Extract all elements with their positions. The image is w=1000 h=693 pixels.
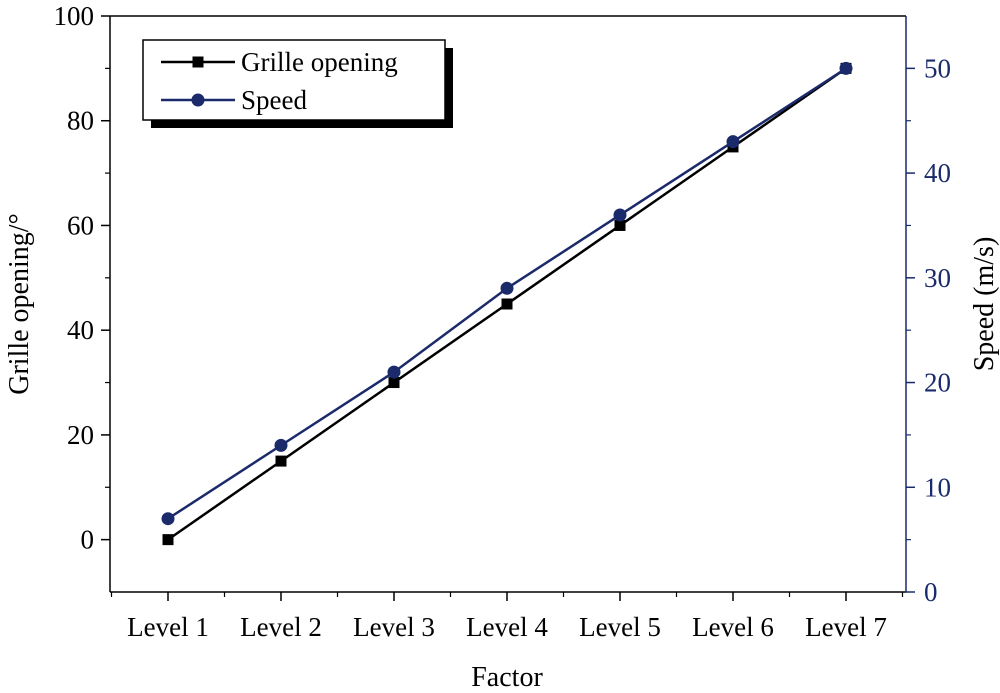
axes-layer: 0 20 40 60 80 100 0 10 20 30 40 50 Level 1 Level 2 Lev… — [54, 1, 952, 642]
legend-speed-label: Speed — [241, 85, 307, 115]
speed-point — [726, 135, 740, 149]
legend-grille-opening-label: Grille opening — [241, 47, 398, 77]
x-axis-tick-label: Level 3 — [353, 612, 435, 642]
y2-axis-tick-label: 30 — [924, 263, 951, 293]
speed-point — [613, 208, 627, 222]
grille-opening-point — [501, 298, 513, 310]
legend-grille-opening-marker — [192, 56, 204, 68]
y2-axis-title: Speed (m/s) — [969, 237, 1000, 372]
y2-axis-tick-label: 40 — [924, 158, 951, 188]
speed-point — [274, 438, 288, 452]
series-layer — [161, 61, 853, 546]
x-axis-tick-label: Level 6 — [692, 612, 774, 642]
y2-axis-tick-label: 50 — [924, 53, 951, 83]
grille-opening-point — [388, 377, 400, 389]
y2-axis-tick-label: 10 — [924, 472, 951, 502]
speed-point — [161, 512, 175, 526]
y-axis-tick-label: 20 — [67, 420, 94, 450]
grille-opening-point — [614, 219, 626, 231]
speed-point — [839, 61, 853, 75]
y-axis-tick-label: 80 — [67, 106, 94, 136]
x-axis-title: Factor — [471, 662, 543, 693]
y-axis-tick-label: 40 — [67, 315, 94, 345]
x-axis-tick-label: Level 5 — [579, 612, 661, 642]
y-axis-tick-label: 100 — [54, 1, 95, 31]
y-axis-title: Grille opening/° — [4, 213, 35, 395]
speed-point — [387, 365, 401, 379]
y-axis-tick-label: 0 — [81, 525, 95, 555]
grille-opening-point — [162, 534, 174, 546]
x-axis-tick-label: Level 2 — [240, 612, 322, 642]
y2-axis-tick-label: 0 — [924, 577, 938, 607]
legend-speed-marker — [191, 93, 205, 107]
grille-opening-point — [275, 455, 287, 467]
y2-axis-tick-label: 20 — [924, 368, 951, 398]
legend-box — [142, 39, 446, 121]
y-axis-tick-label: 60 — [67, 210, 94, 240]
speed-point — [500, 281, 514, 295]
x-axis-tick-label: Level 7 — [805, 612, 887, 642]
x-axis-tick-label: Level 1 — [127, 612, 209, 642]
legend: Grille opening Speed — [142, 39, 453, 128]
x-axis-tick-label: Level 4 — [466, 612, 548, 642]
